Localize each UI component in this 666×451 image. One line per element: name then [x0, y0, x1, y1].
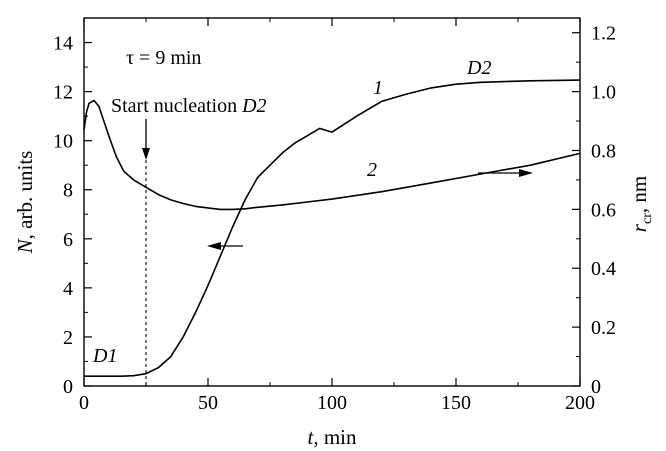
x-tick-label: 0 [79, 392, 89, 414]
x-axis-title: t, min [307, 425, 357, 449]
nucleation-label: Start nucleation D2 [111, 95, 267, 117]
x-tick-label: 100 [317, 392, 347, 414]
nucleation-arrow-head [142, 148, 150, 160]
y-right-tick-label: 0.8 [591, 140, 616, 162]
y-right-tick-label: 1.2 [591, 23, 616, 45]
y-left-tick-label: 10 [53, 131, 73, 153]
y-right-axis-sub: cr [640, 213, 655, 224]
x-tick-label: 150 [441, 392, 471, 414]
curves [83, 79, 581, 377]
x-axis-unit: , min [313, 425, 357, 449]
nucleation-text: Start nucleation [111, 95, 242, 117]
tau-label: τ = 9 min [126, 47, 201, 69]
y-left-axis-var: N [13, 238, 37, 254]
annotations: τ = 9 min Start nucleation D2 D1 D2 1 2 [92, 47, 533, 386]
y-right-tick-label: 1.0 [591, 82, 616, 104]
y-left-tick-label: 4 [63, 278, 73, 300]
y-left-tick-label: 0 [63, 376, 73, 398]
curve-2-label: 2 [367, 159, 377, 181]
x-tick-label: 50 [198, 392, 218, 414]
y-right-tick-label: 0.4 [591, 258, 616, 280]
series-line-1 [84, 79, 581, 377]
y-right-tick-label: 0.6 [591, 199, 616, 221]
x-tick-label: 200 [565, 392, 595, 414]
y-left-tick-label: 6 [63, 229, 73, 251]
d2-label: D2 [466, 57, 491, 79]
y-right-tick-label: 0.2 [591, 317, 616, 339]
left-axis-arrow-head [207, 242, 221, 250]
d1-label: D1 [92, 345, 117, 367]
y-left-tick-label: 2 [63, 327, 73, 349]
plot-frame [83, 17, 581, 387]
x-axis-var: t [307, 425, 314, 449]
y-left-tick-label: 12 [53, 82, 73, 104]
y-right-axis-title: rcr, nm [627, 176, 655, 232]
curve-1-label: 1 [373, 77, 383, 99]
right-axis-arrow-head [519, 169, 533, 177]
y-left-axis-title: N, arb. units [13, 151, 37, 255]
y-left-tick-label: 8 [63, 180, 73, 202]
nucleation-italic: D2 [241, 95, 266, 117]
y-right-axis-unit: , nm [627, 176, 651, 213]
y-right-axis-var: r [627, 223, 651, 232]
ticks: 0 50 100 150 2000246810121400.20.40.60.81.01… [13, 18, 655, 449]
y-right-tick-label: 0 [591, 376, 601, 398]
axes-frame [83, 17, 581, 387]
y-left-axis-unit: , arb. units [13, 151, 37, 240]
series-line-2 [83, 99, 581, 211]
y-left-tick-label: 14 [53, 33, 73, 55]
